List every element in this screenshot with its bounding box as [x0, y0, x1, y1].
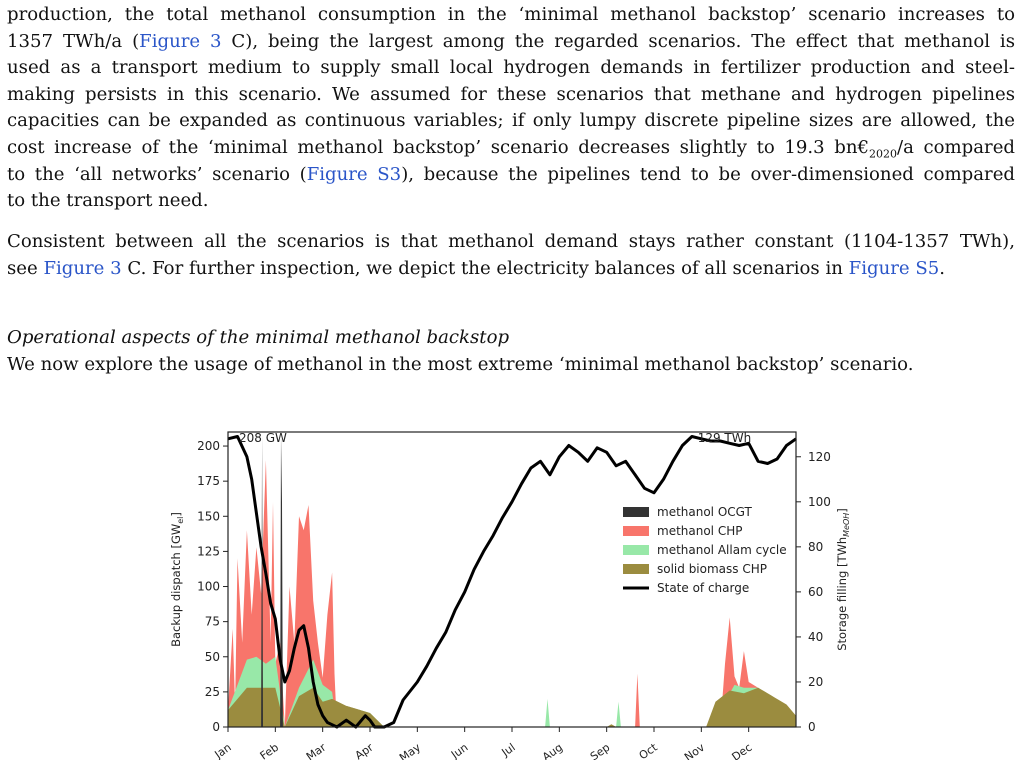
- y2-tick-label: 0: [808, 720, 816, 734]
- x-tick-label: Dec: [729, 741, 754, 760]
- legend: methanol OCGT methanol CHP methanol Allam …: [623, 505, 787, 595]
- figure-s5-link[interactable]: Figure S5: [848, 257, 940, 279]
- figure-s3-link[interactable]: Figure S3: [306, 163, 402, 185]
- legend-swatch: [623, 564, 649, 574]
- y-tick-label: 75: [205, 615, 220, 629]
- paragraph-line: making persists in this scenario. We ass…: [7, 83, 1015, 105]
- y2-axis-label: Storage filling [TWhMeOH]: [835, 508, 851, 651]
- y-tick-label: 150: [197, 509, 220, 523]
- paragraph-line: to the ‘all networks’ scenario (Figure S…: [7, 163, 1015, 185]
- y-tick-label: 200: [197, 439, 220, 453]
- figure-3-link[interactable]: Figure 3: [43, 257, 122, 279]
- peak-annotation: 208 GW: [239, 431, 287, 445]
- y-tick-label: 175: [197, 474, 220, 488]
- state-of-charge-line: [227, 435, 797, 729]
- y-tick-label: 100: [197, 580, 220, 594]
- legend-swatch: [623, 526, 649, 536]
- y-tick-label: 25: [205, 685, 220, 699]
- legend-swatch: [623, 545, 649, 555]
- paragraph-line: production, the total methanol consumpti…: [7, 4, 1015, 25]
- paragraph-1: production, the total methanol consumpti…: [7, 2, 1015, 215]
- legend-label: methanol OCGT: [657, 505, 753, 519]
- x-tick-label: Oct: [637, 740, 661, 760]
- y-tick-label: 50: [205, 650, 220, 664]
- paragraph-line: to the transport need.: [7, 190, 209, 212]
- y2-tick-label: 40: [808, 630, 823, 644]
- legend-label: State of charge: [657, 581, 749, 595]
- lead-sentence: We now explore the usage of methanol in …: [7, 354, 914, 375]
- x-tick-label: May: [397, 741, 423, 760]
- y-tick-label: 125: [197, 544, 220, 558]
- y2-tick-label: 120: [808, 450, 831, 464]
- methanol-ocgt-area: [261, 434, 283, 727]
- x-tick-label: Mar: [304, 741, 329, 760]
- y-tick-label: 0: [212, 720, 220, 734]
- x-tick-label: Apr: [353, 741, 376, 760]
- legend-label: solid biomass CHP: [657, 562, 767, 576]
- x-tick-label: Nov: [682, 741, 707, 760]
- y2-tick-label: 80: [808, 540, 823, 554]
- x-tick-label: Aug: [540, 741, 565, 760]
- x-tick-label: Jul: [499, 741, 518, 760]
- paragraph-line: see Figure 3 C. For further inspection, …: [7, 257, 946, 279]
- y2-tick-label: 20: [808, 675, 823, 689]
- y-axis-label: Backup dispatch [GWel]: [169, 512, 185, 647]
- legend-label: methanol Allam cycle: [657, 543, 787, 557]
- legend-label: methanol CHP: [657, 524, 742, 538]
- paragraph-2: Consistent between all the scenarios is …: [7, 229, 1015, 282]
- y2-tick-label: 100: [808, 495, 831, 509]
- x-tick-label: Feb: [258, 741, 281, 760]
- paragraph-line: 1357 TWh/a (Figure 3 C), being the large…: [7, 30, 1015, 52]
- x-tick-label: Jun: [448, 741, 470, 760]
- paragraph-line: capacities can be expanded as continuous…: [7, 110, 1015, 132]
- legend-swatch: [623, 507, 649, 517]
- x-tick-label: Sep: [588, 741, 612, 760]
- figure-3-link[interactable]: Figure 3: [139, 30, 222, 52]
- paragraph-line: Consistent between all the scenarios is …: [7, 231, 1015, 252]
- paragraph-line: cost increase of the ‘minimal methanol b…: [7, 136, 1015, 161]
- backup-dispatch-chart: 0 25 50 75 100 125 150 175 200 0 20 40 60 80 100 120 Jan…: [169, 431, 851, 760]
- solid-biomass-chp-area: [228, 687, 796, 727]
- x-tick-label: Jan: [212, 741, 234, 760]
- paragraph-line: used as a transport medium to supply sma…: [7, 57, 1015, 79]
- peak-annotation: 129 TWh: [698, 431, 752, 445]
- y2-tick-label: 60: [808, 585, 823, 599]
- section-heading: Operational aspects of the minimal metha…: [7, 327, 510, 348]
